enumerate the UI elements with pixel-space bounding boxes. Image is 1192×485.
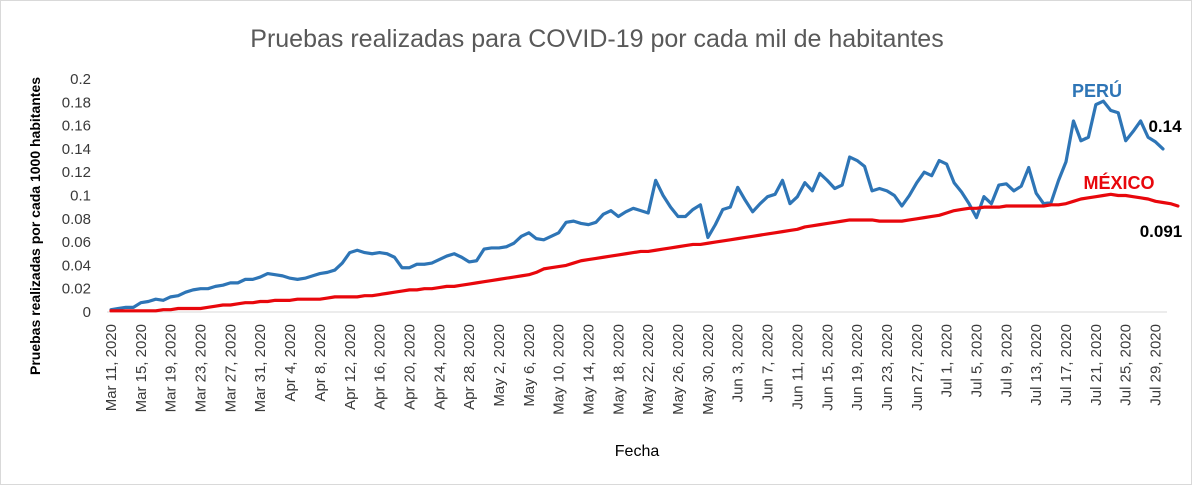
y-tick-label: 0.2 [70,71,91,88]
x-tick-label: Jul 17, 2020 [1058,324,1075,406]
x-tick-label: Jun 11, 2020 [789,324,806,410]
x-tick-label: Jul 1, 2020 [939,324,956,397]
x-tick-label: May 18, 2020 [610,324,627,415]
x-tick-label: Mar 23, 2020 [193,324,210,412]
x-tick-label: May 22, 2020 [640,324,657,415]
x-tick-label: Apr 24, 2020 [431,324,448,410]
series-line-peru [109,99,1165,312]
x-tick-label: Apr 20, 2020 [401,324,418,410]
y-tick-label: 0.08 [62,211,91,228]
series-line-mexico [109,192,1180,313]
x-tick-label: Apr 28, 2020 [461,324,478,410]
x-tick-label: Mar 19, 2020 [163,324,180,412]
x-tick-label: Apr 12, 2020 [342,324,359,410]
y-axis-label: Pruebas realizadas por cada 1000 habitan… [27,77,43,375]
series-layer [109,99,1180,313]
x-tick-label: Mar 31, 2020 [252,324,269,412]
x-tick-label: Jun 23, 2020 [879,324,896,411]
x-tick-label: Jun 7, 2020 [760,324,777,402]
y-tick-label: 0 [83,304,91,321]
x-tick-label: Apr 4, 2020 [282,324,299,402]
x-tick-label: Mar 11, 2020 [103,324,120,411]
x-tick-label: Mar 27, 2020 [222,324,239,412]
y-tick-label: 0.02 [62,281,91,298]
x-tick-label: Jun 15, 2020 [819,324,836,411]
series-label-peru: PERÚ [1072,80,1122,101]
y-tick-label: 0.06 [62,234,91,251]
x-tick-label: Jun 19, 2020 [849,324,866,411]
x-tick-label: May 14, 2020 [581,324,598,415]
x-tick-label: Jun 3, 2020 [730,324,747,402]
end-value-label-mexico: 0.091 [1140,222,1183,241]
x-tick-label: Jul 29, 2020 [1148,324,1165,406]
y-tick-label: 0.04 [62,257,91,274]
x-tick-label: May 30, 2020 [700,324,717,415]
x-tick-label: Jul 21, 2020 [1088,324,1105,406]
y-tick-label: 0.16 [62,118,91,135]
x-tick-label: May 2, 2020 [491,324,508,407]
x-tick-label: Jul 9, 2020 [998,324,1015,397]
x-tick-label: Apr 16, 2020 [372,324,389,410]
x-tick-label: May 6, 2020 [521,324,538,407]
x-tick-label: Jul 13, 2020 [1028,324,1045,406]
x-tick-label: Jun 27, 2020 [909,324,926,411]
x-tick-label: Mar 15, 2020 [133,324,150,412]
x-tick-label: Jul 25, 2020 [1118,324,1135,406]
x-axis-ticks: Mar 11, 2020 Mar 15, 2020 Mar 19, 2020 Mar … [103,324,1165,415]
x-tick-label: Apr 8, 2020 [312,324,329,402]
y-tick-label: 0.12 [62,164,91,181]
y-tick-label: 0.1 [70,188,91,205]
y-tick-label: 0.18 [62,94,91,111]
end-value-label-peru: 0.14 [1148,117,1182,136]
x-tick-label: May 10, 2020 [551,324,568,415]
y-tick-label: 0.14 [62,141,91,158]
series-label-mexico: MÉXICO [1083,172,1154,193]
x-tick-label: Jul 5, 2020 [968,324,985,397]
y-axis-ticks: 0 0.02 0.04 0.06 0.08 0.1 0.12 0.14 0.16 0.18 0.2 [62,71,91,321]
x-tick-label: May 26, 2020 [670,324,687,415]
chart-title: Pruebas realizadas para COVID-19 por cad… [250,25,943,53]
x-axis-label: Fecha [615,443,660,460]
